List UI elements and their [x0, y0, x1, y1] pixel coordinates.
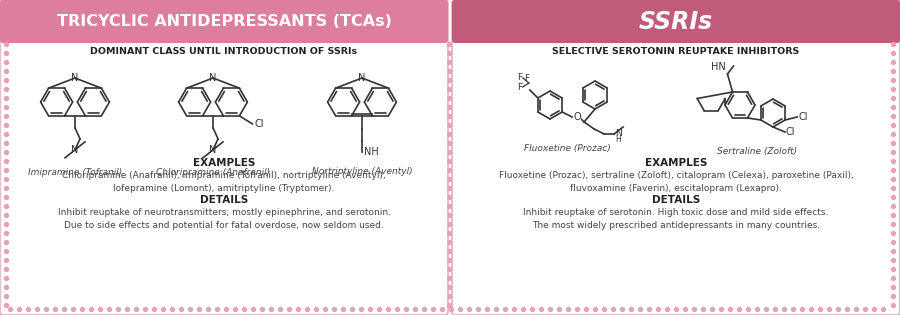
- Text: N: N: [358, 73, 365, 83]
- Text: TRICYCLIC ANTIDEPRESSANTS (TCAs): TRICYCLIC ANTIDEPRESSANTS (TCAs): [57, 14, 392, 30]
- Text: EXAMPLES: EXAMPLES: [193, 158, 256, 168]
- Text: F: F: [517, 73, 522, 83]
- FancyBboxPatch shape: [452, 0, 900, 43]
- Text: DETAILS: DETAILS: [200, 195, 248, 205]
- Text: N: N: [210, 73, 217, 83]
- Text: DOMINANT CLASS UNTIL INTRODUCTION OF SSRIs: DOMINANT CLASS UNTIL INTRODUCTION OF SSR…: [90, 48, 357, 56]
- Text: Fluoxetine (Prozac), sertraline (Zoloft), citalopram (Celexa), paroxetine (Paxil: Fluoxetine (Prozac), sertraline (Zoloft)…: [499, 171, 853, 193]
- Text: Cl: Cl: [255, 119, 264, 129]
- Text: Cl: Cl: [798, 112, 807, 122]
- Bar: [455, 25, 897, 40]
- Text: NH: NH: [364, 147, 379, 157]
- Text: F: F: [524, 74, 529, 83]
- Text: Imipramine (Tofranil): Imipramine (Tofranil): [28, 168, 122, 177]
- Text: F: F: [517, 83, 522, 93]
- Text: Sertraline (Zoloft): Sertraline (Zoloft): [717, 147, 797, 156]
- Text: Chloripramine (Anafranil): Chloripramine (Anafranil): [156, 168, 270, 177]
- Text: HN: HN: [711, 62, 725, 72]
- Text: Nortriptyline (Aventyl): Nortriptyline (Aventyl): [311, 167, 412, 176]
- Text: N: N: [71, 145, 78, 155]
- Text: Cl: Cl: [786, 127, 796, 137]
- Text: EXAMPLES: EXAMPLES: [644, 158, 707, 168]
- Text: N: N: [615, 129, 622, 139]
- Text: SELECTIVE SEROTONIN REUPTAKE INHIBITORS: SELECTIVE SEROTONIN REUPTAKE INHIBITORS: [553, 48, 799, 56]
- Text: N: N: [210, 145, 217, 155]
- Text: SSRIs: SSRIs: [639, 10, 713, 34]
- Text: Chloripramine (Anafranil), imipramine (Tofranil), nortriptyline (Aventyl),
lofep: Chloripramine (Anafranil), imipramine (T…: [62, 171, 386, 193]
- FancyBboxPatch shape: [452, 0, 900, 315]
- Text: H: H: [615, 135, 621, 145]
- Text: DETAILS: DETAILS: [652, 195, 700, 205]
- Text: O: O: [573, 112, 580, 122]
- Text: Inhibit reuptake of neurotransmitters; mostly epinephrine, and serotonin.
Due to: Inhibit reuptake of neurotransmitters; m…: [58, 208, 391, 230]
- FancyBboxPatch shape: [0, 0, 448, 315]
- Text: Fluoxetine (Prozac): Fluoxetine (Prozac): [524, 144, 611, 153]
- Text: Inhibit reuptake of serotonin. High toxic dose and mild side effects.
The most w: Inhibit reuptake of serotonin. High toxi…: [523, 208, 829, 230]
- Text: N: N: [71, 73, 78, 83]
- Bar: [3, 25, 445, 40]
- FancyBboxPatch shape: [0, 0, 448, 43]
